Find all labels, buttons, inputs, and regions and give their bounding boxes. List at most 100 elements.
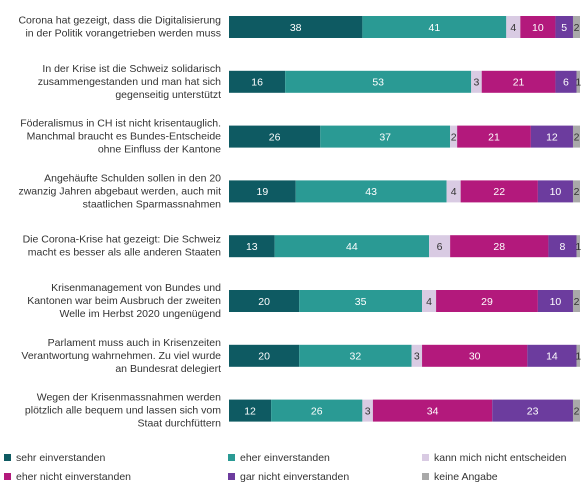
category-label: Krisenmanagement von Bundes und Kantonen …: [27, 282, 221, 320]
bar-segment: [229, 16, 363, 38]
legend-label: keine Angabe: [434, 471, 498, 482]
category-label: Die Corona-Krise hat gezeigt: Die Schwei…: [23, 233, 222, 258]
bar-segment: [555, 70, 577, 93]
bar-segment: [362, 16, 507, 38]
value-label: 26: [269, 131, 281, 143]
value-label: 34: [427, 405, 439, 417]
bar-segment: [576, 235, 580, 258]
legend-swatch: [228, 454, 235, 461]
value-label: 44: [346, 241, 358, 253]
bar-segment: [229, 70, 286, 93]
value-label: 6: [563, 77, 569, 89]
legend-label: eher nicht einverstanden: [16, 471, 131, 482]
value-label: 1: [575, 351, 581, 363]
bar-segment: [271, 399, 363, 422]
value-label: 21: [513, 77, 525, 89]
value-label: 1: [575, 241, 581, 253]
value-label: 28: [493, 241, 505, 253]
value-label: 20: [258, 296, 270, 308]
bar-segment: [285, 70, 472, 93]
value-label: 2: [574, 405, 580, 417]
category-label: Parlament muss auch in Krisenzeiten Veran…: [21, 337, 221, 375]
bar-segment: [492, 399, 573, 422]
bar-segment: [450, 125, 458, 148]
value-label: 3: [474, 77, 480, 89]
bar-segment: [527, 344, 577, 367]
value-label: 30: [469, 351, 481, 363]
value-label: 10: [550, 296, 562, 308]
value-label: 2: [574, 296, 580, 308]
bar-segment: [299, 290, 423, 312]
bar-segment: [572, 399, 580, 422]
bar-segment: [274, 235, 430, 258]
value-label: 19: [257, 186, 269, 198]
bar-segment: [362, 399, 373, 422]
bar-segment: [572, 180, 580, 203]
bar-segment: [229, 290, 300, 312]
legend-label: gar nicht einverstanden: [240, 471, 349, 482]
category-label: Angehäufte Schulden sollen in den 20 zwan…: [18, 172, 221, 210]
value-label: 8: [560, 241, 566, 253]
value-label: 14: [546, 351, 558, 363]
category-label: Föderalismus in CH ist nicht krisentaugl…: [20, 117, 221, 155]
value-label: 10: [532, 22, 544, 34]
legend-label: sehr einverstanden: [16, 452, 105, 464]
value-label: 29: [481, 296, 493, 308]
bar-segment: [572, 125, 580, 148]
value-label: 41: [428, 22, 440, 34]
category-label: In der Krise ist die Schweiz solidarisch…: [38, 63, 221, 101]
bar-segment: [229, 180, 296, 203]
bar-segment: [460, 180, 538, 203]
bar-segment: [446, 180, 461, 203]
legend-label: eher einverstanden: [240, 452, 330, 464]
legend-label: kann mich nicht entscheiden: [434, 452, 567, 464]
value-label: 38: [290, 22, 302, 34]
bar-segment: [229, 125, 321, 148]
value-label: 4: [510, 22, 516, 34]
category-label: Corona hat gezeigt, dass die Digitalisie…: [18, 14, 221, 39]
bar-segment: [372, 399, 493, 422]
value-label: 12: [546, 131, 558, 143]
value-label: 16: [251, 77, 263, 89]
legend-swatch: [228, 473, 235, 480]
value-label: 43: [365, 186, 377, 198]
bar-segment: [537, 290, 573, 312]
value-label: 22: [493, 186, 505, 198]
value-label: 21: [488, 131, 500, 143]
bar-segment: [576, 344, 580, 367]
bar-segment: [457, 125, 531, 148]
bar-segment: [295, 180, 447, 203]
value-label: 10: [550, 186, 562, 198]
value-label: 2: [574, 131, 580, 143]
value-label: 2: [451, 131, 457, 143]
bar-segment: [520, 16, 556, 38]
bar-segment: [436, 290, 538, 312]
value-label: 6: [437, 241, 443, 253]
bar-segment: [429, 235, 451, 258]
value-label: 12: [244, 405, 256, 417]
value-label: 26: [311, 405, 323, 417]
bar-segment: [572, 290, 580, 312]
value-label: 32: [350, 351, 362, 363]
bar-segment: [229, 344, 300, 367]
bar-segment: [537, 180, 573, 203]
value-label: 53: [372, 77, 384, 89]
category-label: Wegen der Krisenmassnahmen werden plötzli…: [25, 391, 221, 429]
bar-segment: [481, 70, 556, 93]
legend-swatch: [422, 454, 429, 461]
value-label: 5: [561, 22, 567, 34]
value-label: 2: [574, 22, 580, 34]
bar-segment: [229, 235, 275, 258]
bar-segment: [555, 16, 573, 38]
value-label: 35: [355, 296, 367, 308]
value-label: 1: [575, 77, 581, 89]
value-label: 20: [258, 351, 270, 363]
bar-segment: [506, 16, 521, 38]
bar-segment: [576, 70, 580, 93]
bar-segment: [229, 399, 272, 422]
value-label: 13: [246, 241, 258, 253]
value-label: 3: [365, 405, 371, 417]
legend-swatch: [4, 473, 11, 480]
bar-segment: [548, 235, 577, 258]
